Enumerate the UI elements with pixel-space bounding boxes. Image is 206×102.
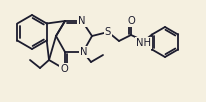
Text: O: O	[126, 16, 134, 26]
Text: N: N	[80, 47, 87, 57]
Text: NH: NH	[136, 38, 151, 48]
Text: S: S	[104, 27, 111, 37]
Text: O: O	[60, 64, 68, 74]
Text: N: N	[78, 16, 85, 26]
